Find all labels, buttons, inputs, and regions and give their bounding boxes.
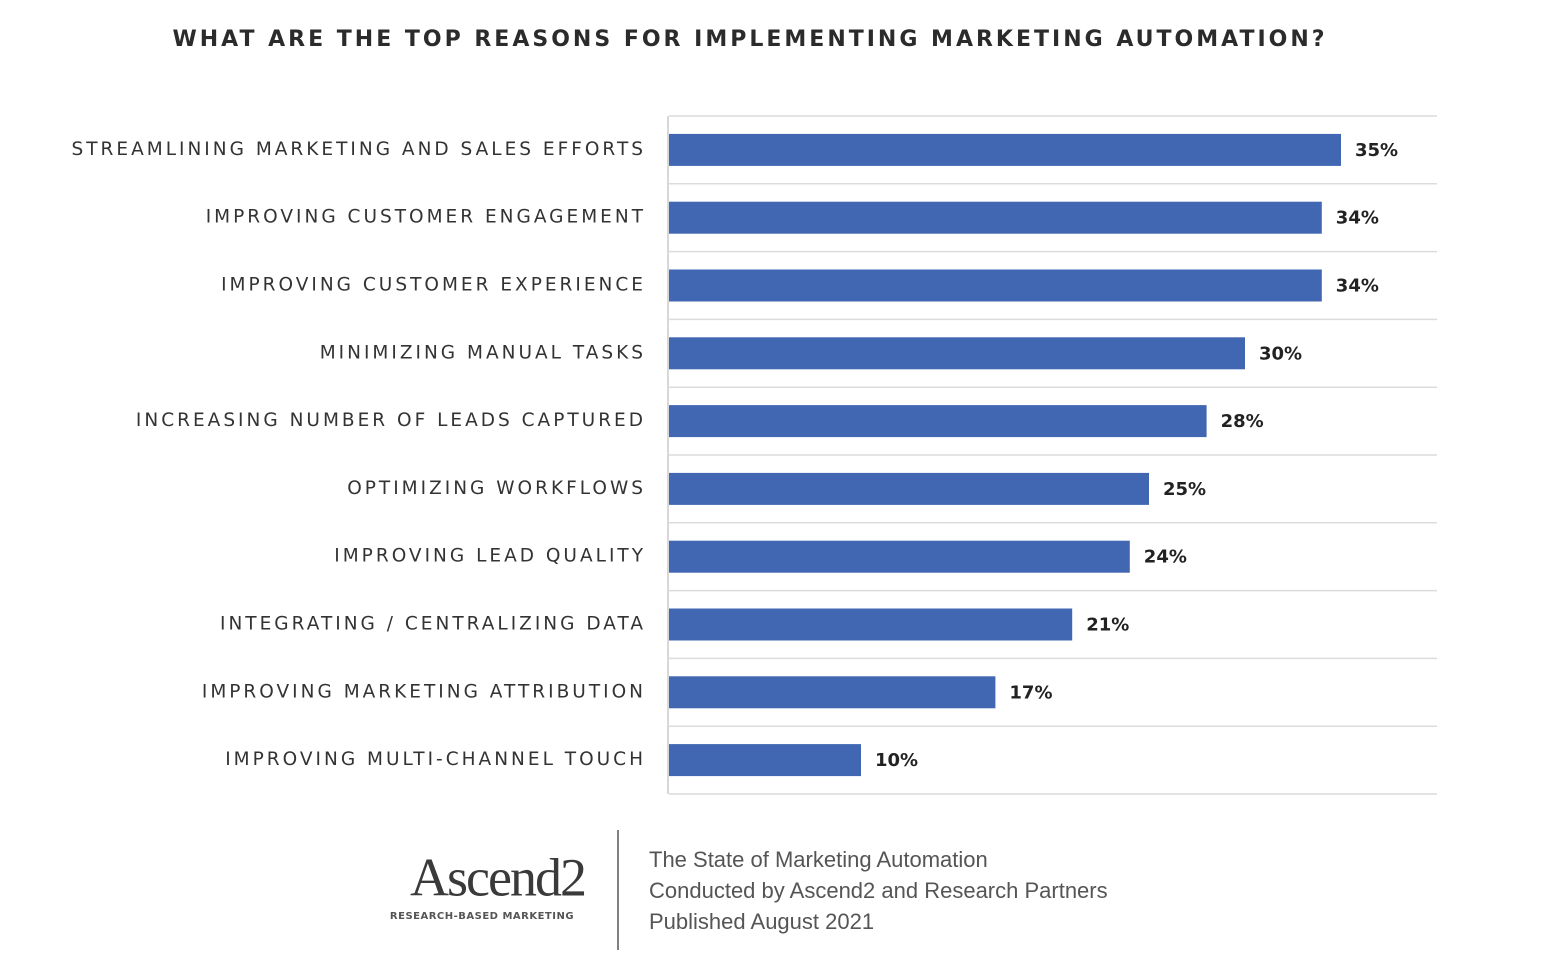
value-label: 30% <box>1259 343 1302 364</box>
category-label: INCREASING NUMBER OF LEADS CAPTURED <box>136 410 646 431</box>
bar <box>669 540 1130 573</box>
value-label: 25% <box>1163 479 1206 500</box>
value-label: 17% <box>1009 682 1052 703</box>
category-label: IMPROVING CUSTOMER EXPERIENCE <box>221 275 646 296</box>
value-label: 21% <box>1086 615 1129 636</box>
footer-line: Published August 2021 <box>649 909 874 934</box>
value-label: 35% <box>1355 140 1398 161</box>
category-label: OPTIMIZING WORKFLOWS <box>347 478 646 499</box>
value-label: 34% <box>1336 208 1379 229</box>
bar <box>669 269 1322 302</box>
bar <box>669 133 1341 166</box>
bar <box>669 744 861 777</box>
value-label: 10% <box>875 750 918 771</box>
chart-title: WHAT ARE THE TOP REASONS FOR IMPLEMENTIN… <box>172 27 1327 52</box>
value-label: 24% <box>1144 547 1187 568</box>
footer-line: The State of Marketing Automation <box>649 847 988 872</box>
category-label: STREAMLINING MARKETING AND SALES EFFORTS <box>72 139 647 160</box>
logo: Ascend2 <box>410 847 585 907</box>
category-label: IMPROVING MULTI-CHANNEL TOUCH <box>225 749 646 770</box>
category-label: IMPROVING LEAD QUALITY <box>334 546 646 567</box>
bar <box>669 676 996 709</box>
footer-line: Conducted by Ascend2 and Research Partne… <box>649 878 1108 903</box>
value-label: 28% <box>1221 411 1264 432</box>
category-label: INTEGRATING / CENTRALIZING DATA <box>220 614 646 635</box>
logo-tagline: RESEARCH-BASED MARKETING <box>390 911 574 922</box>
bar <box>669 201 1322 234</box>
bar <box>669 608 1073 641</box>
category-label: IMPROVING MARKETING ATTRIBUTION <box>202 681 646 702</box>
category-label: MINIMIZING MANUAL TASKS <box>320 342 646 363</box>
bar <box>669 472 1149 505</box>
bar <box>669 337 1245 370</box>
value-label: 34% <box>1336 276 1379 297</box>
category-label: IMPROVING CUSTOMER ENGAGEMENT <box>206 207 646 228</box>
bar <box>669 405 1207 438</box>
